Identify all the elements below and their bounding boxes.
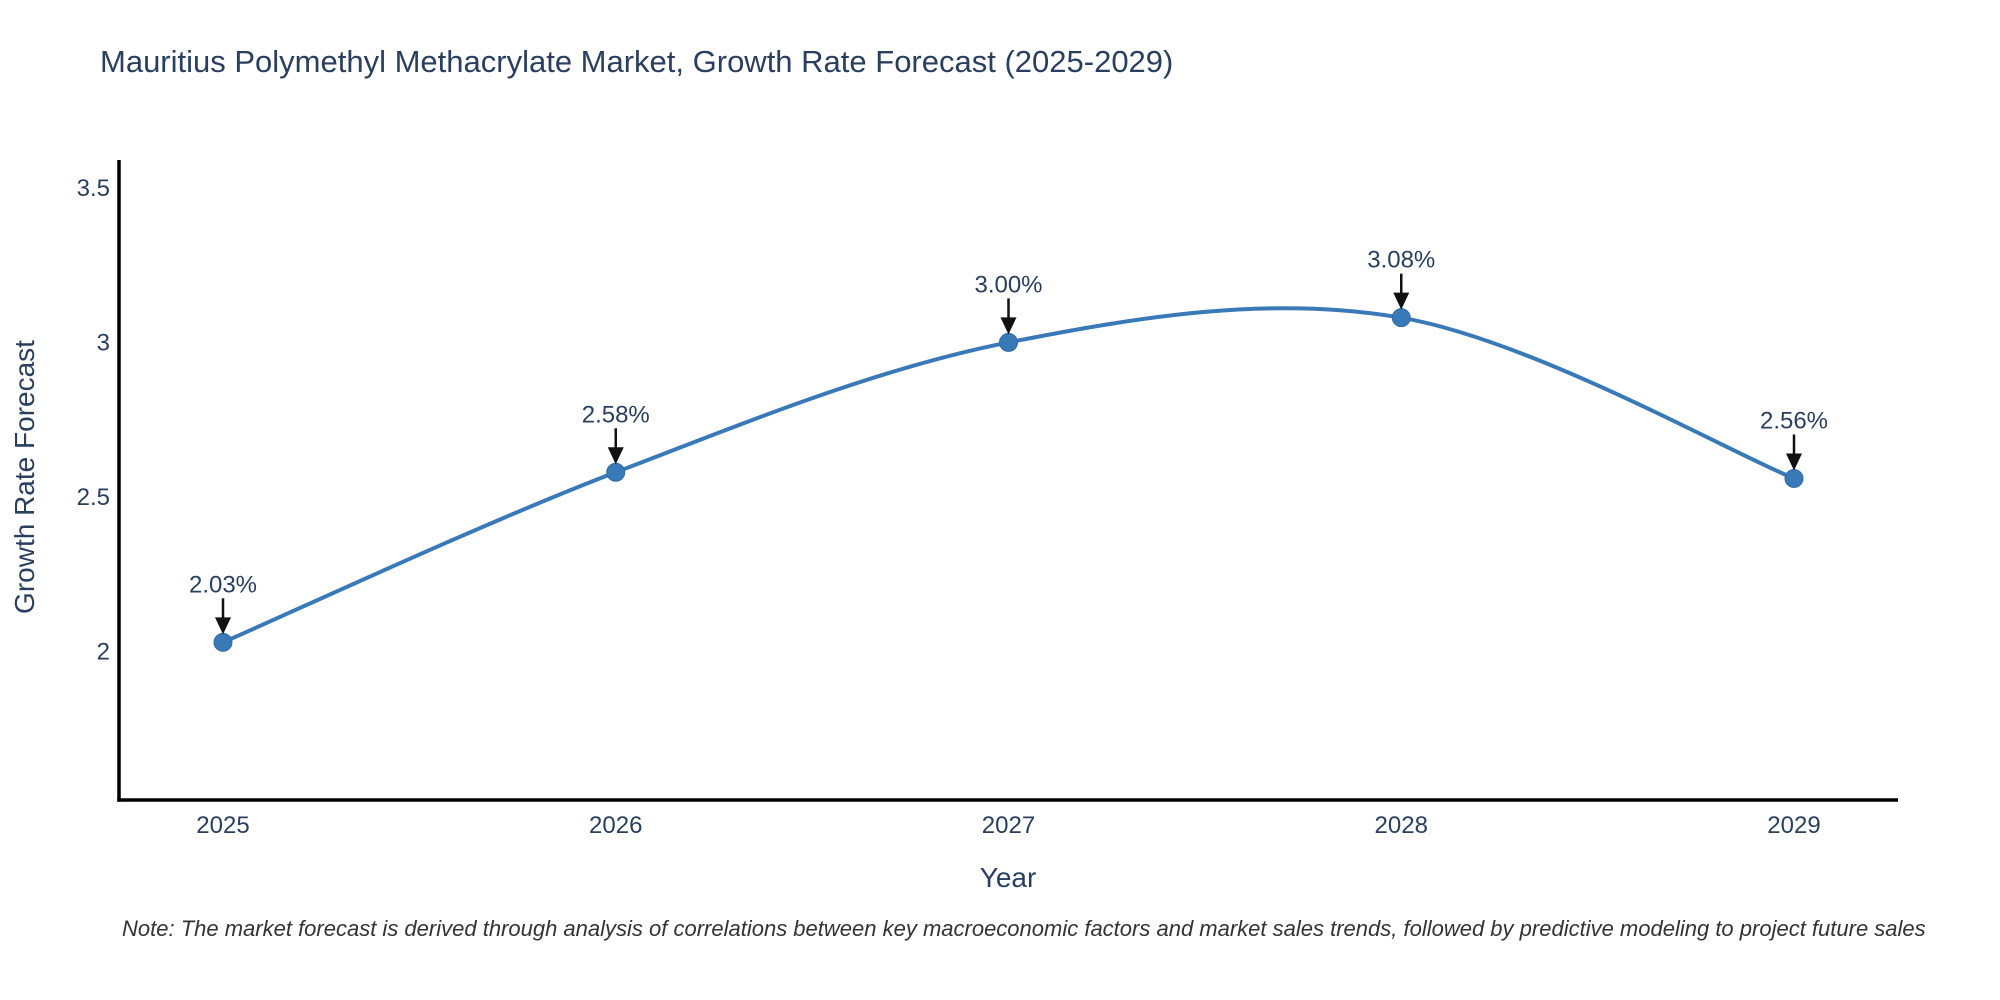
annotation-arrow-head [215, 617, 231, 635]
x-tick-label: 2028 [1375, 812, 1428, 839]
y-tick-label: 3 [97, 329, 110, 356]
data-point-label: 2.58% [582, 401, 650, 428]
x-tick-label: 2026 [589, 812, 642, 839]
series-line [221, 306, 1796, 645]
data-point-marker [213, 632, 233, 652]
data-point-label: 3.00% [974, 271, 1042, 298]
x-tick-label: 2025 [196, 812, 249, 839]
x-tick-label: 2027 [982, 812, 1035, 839]
data-point-label: 3.08% [1367, 247, 1435, 274]
annotation-arrow-head [1786, 453, 1802, 471]
annotation-arrow-head [1000, 317, 1017, 335]
chart-title: Mauritius Polymethyl Methacrylate Market… [100, 44, 1174, 79]
data-point-marker [999, 332, 1018, 352]
data-point-label: 2.03% [189, 571, 257, 598]
y-tick-label: 2 [97, 639, 110, 666]
x-axis-title: Year [979, 862, 1037, 893]
annotation-arrow-head [607, 447, 624, 465]
y-tick-label: 2.5 [77, 484, 110, 511]
annotation-arrow-head [1393, 292, 1410, 310]
x-tick-label: 2029 [1767, 812, 1820, 839]
data-point-marker [606, 462, 626, 482]
data-point-marker [1784, 468, 1804, 488]
footnote: Note: The market forecast is derived thr… [122, 916, 1926, 941]
y-axis-title: Growth Rate Forecast [9, 340, 40, 614]
data-point-label: 2.56% [1760, 407, 1828, 434]
y-tick-label: 3.5 [77, 175, 110, 202]
data-point-marker [1391, 308, 1411, 328]
